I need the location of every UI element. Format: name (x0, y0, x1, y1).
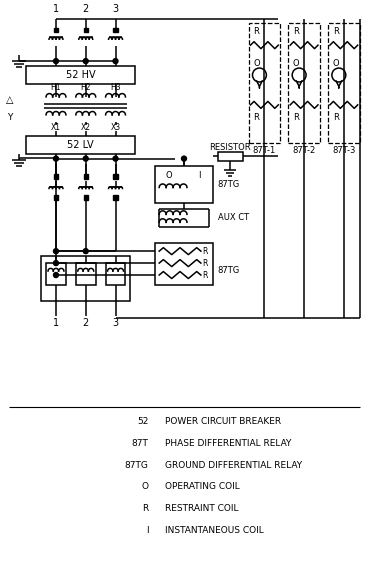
Text: 2: 2 (83, 318, 89, 328)
Bar (155, 166, 213, 204)
Text: R: R (254, 27, 259, 36)
Bar (248, 23, 280, 143)
Text: 87TG: 87TG (218, 266, 240, 275)
Text: 1: 1 (53, 5, 59, 14)
Circle shape (83, 59, 88, 64)
Bar (54, 174, 58, 179)
Text: OPERATING COIL: OPERATING COIL (165, 482, 240, 491)
Bar (26, 66, 135, 84)
Text: H3: H3 (110, 83, 121, 92)
Circle shape (54, 272, 58, 277)
Text: O: O (141, 482, 148, 491)
Text: R: R (293, 27, 299, 36)
Text: 52 LV: 52 LV (68, 140, 94, 149)
Text: 87T-3: 87T-3 (332, 146, 355, 155)
Text: R: R (293, 113, 299, 122)
Text: 52 HV: 52 HV (66, 70, 96, 80)
Text: R: R (202, 258, 207, 267)
Text: H2: H2 (80, 83, 91, 92)
Text: R: R (202, 246, 207, 255)
Text: X2: X2 (81, 124, 91, 133)
Text: INSTANTANEOUS COIL: INSTANTANEOUS COIL (165, 526, 264, 535)
Text: R: R (333, 27, 339, 36)
Bar (155, 243, 213, 285)
Circle shape (113, 59, 118, 64)
Text: 87T: 87T (131, 439, 148, 448)
Text: O: O (253, 59, 260, 68)
Text: R: R (142, 504, 148, 513)
Bar (83, 28, 88, 33)
Bar (288, 23, 320, 143)
Text: Y: Y (7, 113, 12, 122)
Text: GROUND DIFFERENTIAL RELAY: GROUND DIFFERENTIAL RELAY (165, 461, 302, 470)
Text: 2: 2 (83, 5, 89, 14)
Text: O: O (293, 59, 300, 68)
Text: O: O (332, 59, 339, 68)
Text: 87TG: 87TG (124, 461, 148, 470)
Text: 87TG: 87TG (218, 180, 240, 189)
Circle shape (54, 156, 58, 161)
Text: X1: X1 (51, 124, 61, 133)
Text: H1: H1 (51, 83, 61, 92)
Bar (26, 136, 135, 153)
Bar (106, 263, 125, 285)
Bar (113, 195, 118, 200)
Bar (218, 152, 242, 161)
Bar (83, 174, 88, 179)
Bar (76, 263, 96, 285)
Text: RESTRAINT COIL: RESTRAINT COIL (165, 504, 239, 513)
Bar (54, 28, 58, 33)
Bar (83, 195, 88, 200)
Text: AUX CT: AUX CT (218, 213, 249, 222)
Text: R: R (254, 113, 259, 122)
Circle shape (54, 261, 58, 266)
Text: I: I (146, 526, 148, 535)
Text: 3: 3 (113, 5, 118, 14)
Text: △: △ (6, 95, 13, 105)
Text: 87T-1: 87T-1 (253, 146, 276, 155)
Bar (113, 28, 118, 33)
Text: PHASE DIFFERENTIAL RELAY: PHASE DIFFERENTIAL RELAY (165, 439, 292, 448)
Bar (41, 256, 130, 301)
Circle shape (54, 59, 58, 64)
Text: O: O (166, 171, 172, 180)
Circle shape (54, 249, 58, 254)
Text: 1: 1 (53, 318, 59, 328)
Bar (46, 263, 66, 285)
Text: I: I (198, 171, 200, 180)
Bar (54, 195, 58, 200)
Text: X3: X3 (110, 124, 121, 133)
Text: RESISTOR: RESISTOR (209, 143, 251, 152)
Bar (328, 23, 360, 143)
Circle shape (182, 156, 186, 161)
Text: 52: 52 (137, 417, 148, 426)
Bar (113, 174, 118, 179)
Text: 87T-2: 87T-2 (293, 146, 316, 155)
Circle shape (83, 156, 88, 161)
Circle shape (113, 156, 118, 161)
Circle shape (83, 249, 88, 254)
Text: POWER CIRCUIT BREAKER: POWER CIRCUIT BREAKER (165, 417, 281, 426)
Text: R: R (202, 271, 207, 280)
Text: R: R (333, 113, 339, 122)
Text: 3: 3 (113, 318, 118, 328)
